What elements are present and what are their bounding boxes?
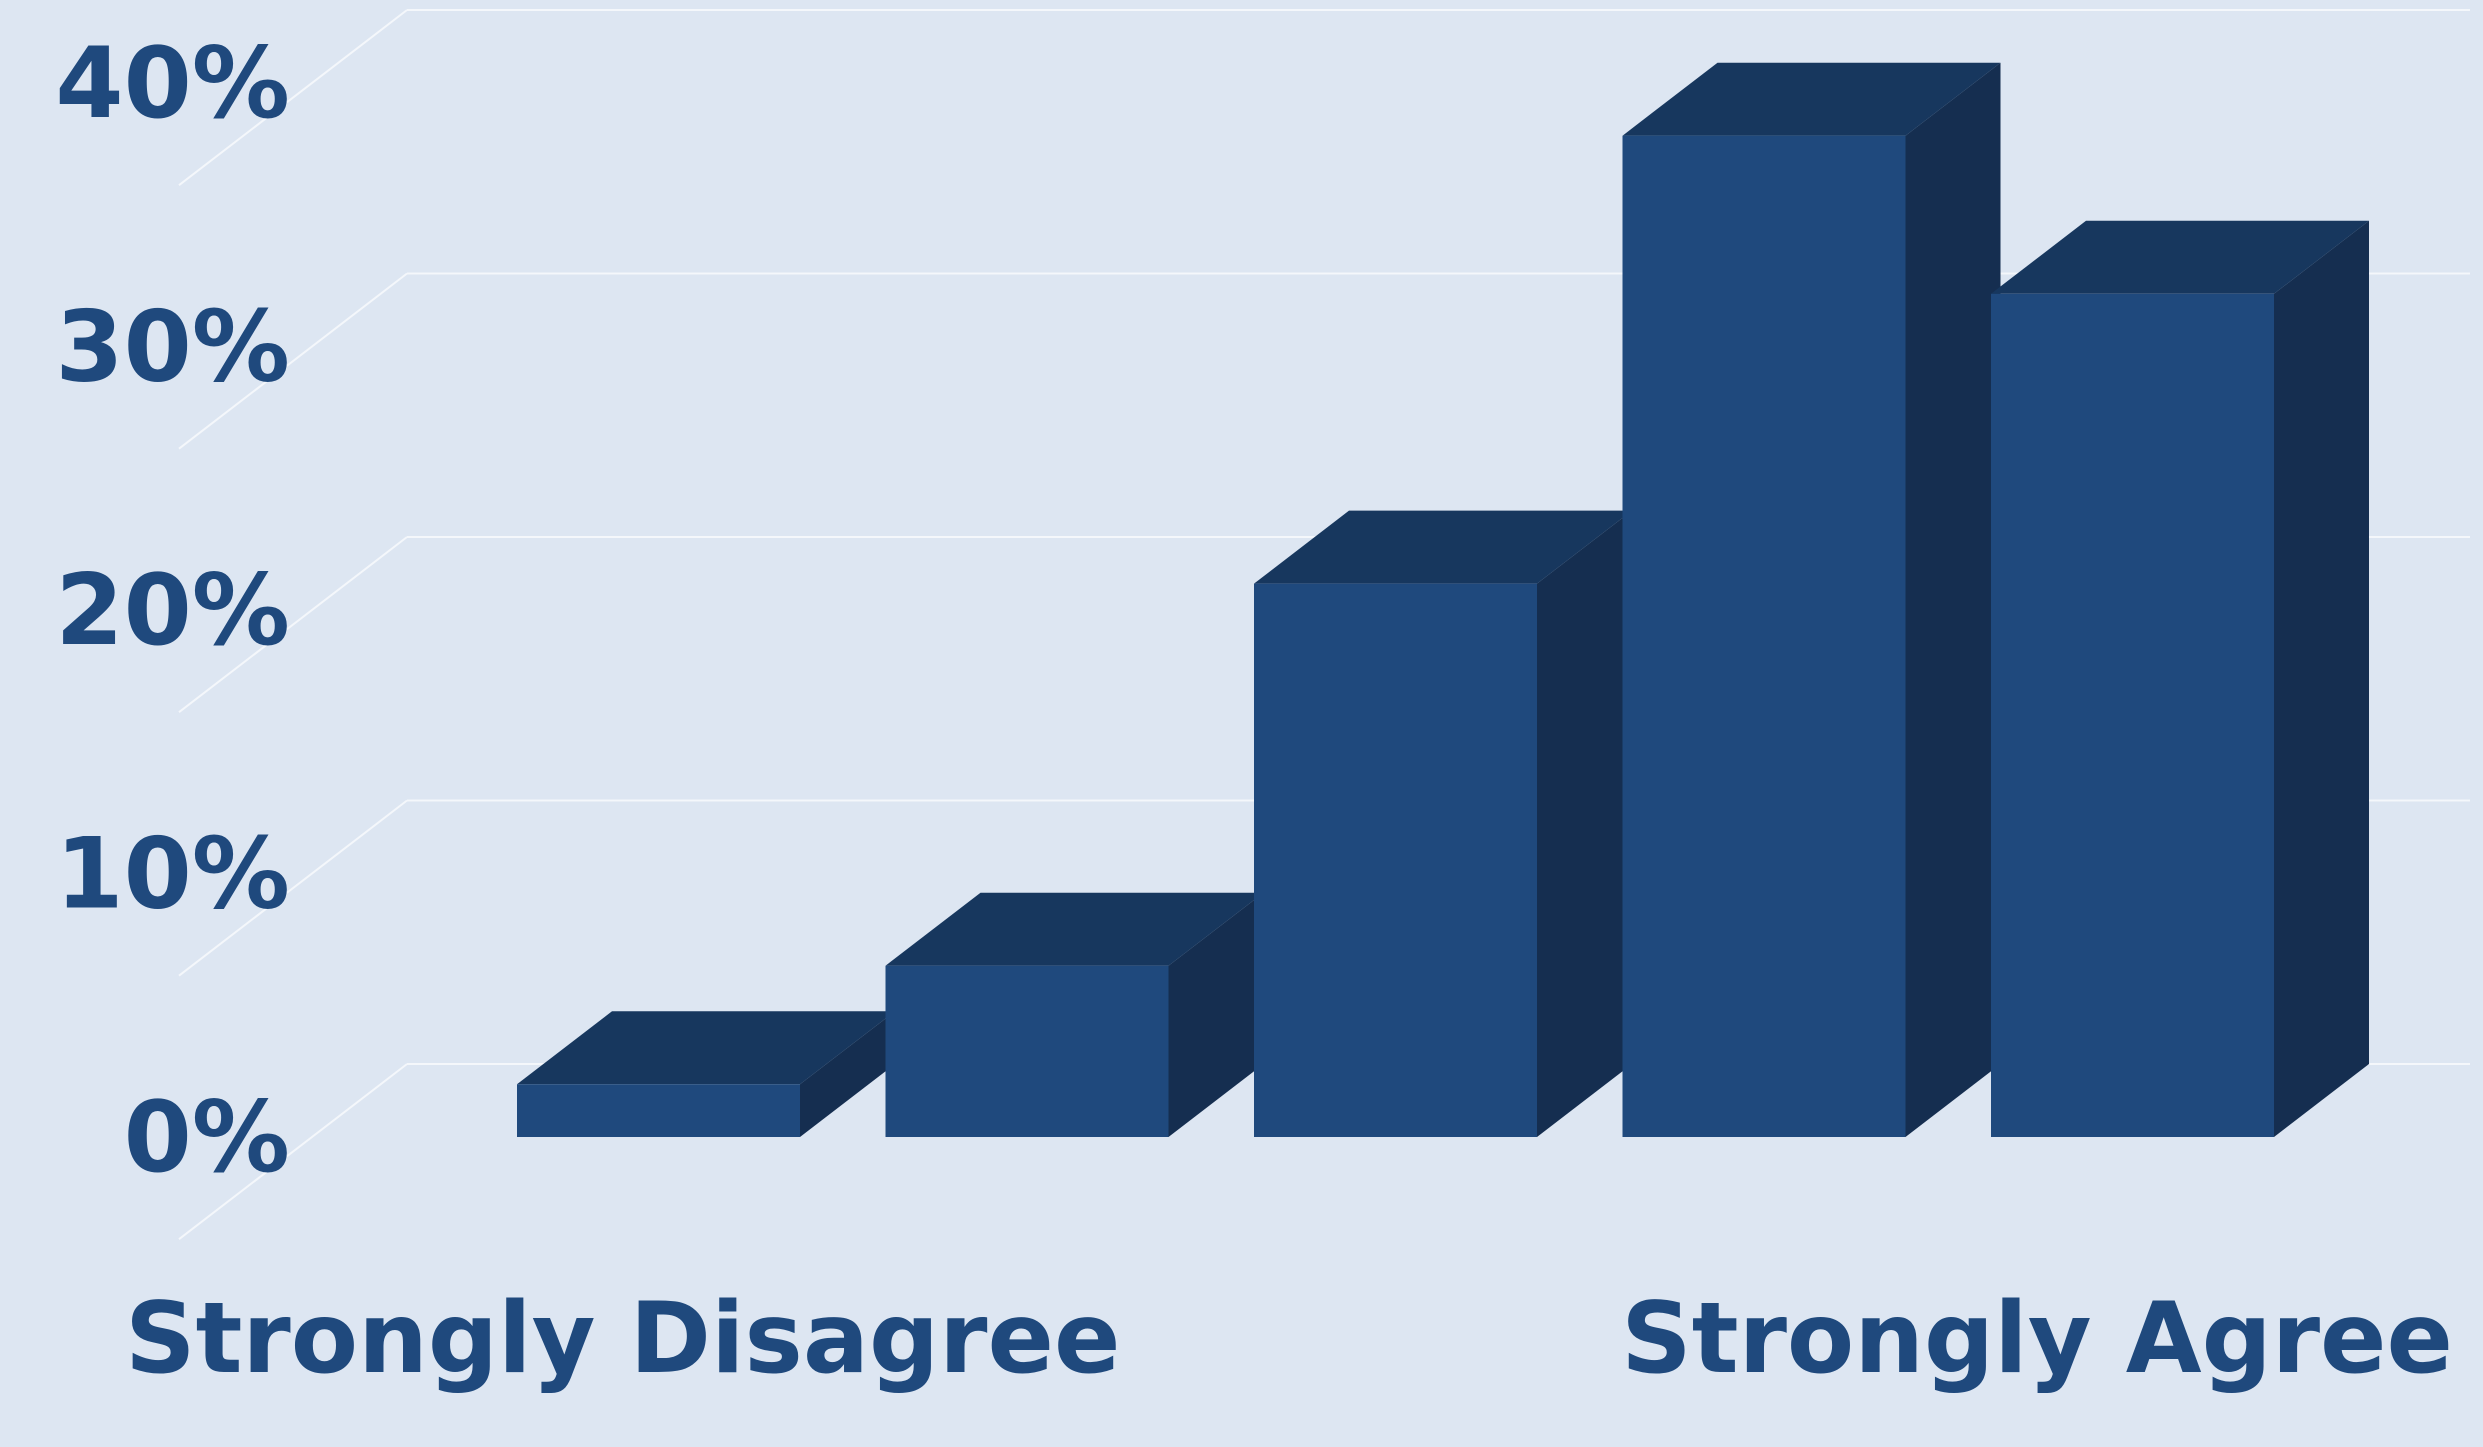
y-tick-label-4: 40%: [55, 27, 290, 141]
bar-top: [885, 892, 1264, 966]
bar-1: [517, 1011, 895, 1137]
bar-top: [517, 1011, 895, 1085]
bar-2: [885, 892, 1264, 1137]
bar-4: [1622, 62, 2001, 1138]
bar-front: [1254, 583, 1537, 1137]
bar-5: [1991, 220, 2369, 1138]
y-axis-ticks: 0% 10% 20% 30% 40%: [55, 27, 290, 1195]
bar-front: [1991, 293, 2274, 1137]
y-tick-label-0: 0%: [124, 1081, 290, 1195]
y-tick-label-3: 30%: [55, 291, 290, 405]
bar-side: [1537, 510, 1632, 1137]
bar-top: [1254, 510, 1632, 584]
bar-top: [1622, 62, 2001, 136]
x-label-strongly-disagree: Strongly Disagree: [125, 1282, 1121, 1396]
bar-front: [1622, 135, 1906, 1137]
bar-front: [885, 965, 1169, 1137]
bar-side: [800, 1011, 895, 1137]
bar-3: [1254, 510, 1632, 1137]
y-tick-label-2: 20%: [55, 554, 290, 668]
bar-top: [1991, 220, 2369, 294]
gridline-4: [178, 9, 2470, 186]
y-tick-label-1: 10%: [55, 818, 290, 932]
bar-side: [1168, 892, 1264, 1137]
bar-side: [1905, 62, 2001, 1138]
bar-side: [2274, 220, 2369, 1138]
bar-front: [517, 1084, 800, 1137]
x-label-strongly-agree: Strongly Agree: [1621, 1282, 2453, 1396]
bars: [517, 62, 2369, 1138]
